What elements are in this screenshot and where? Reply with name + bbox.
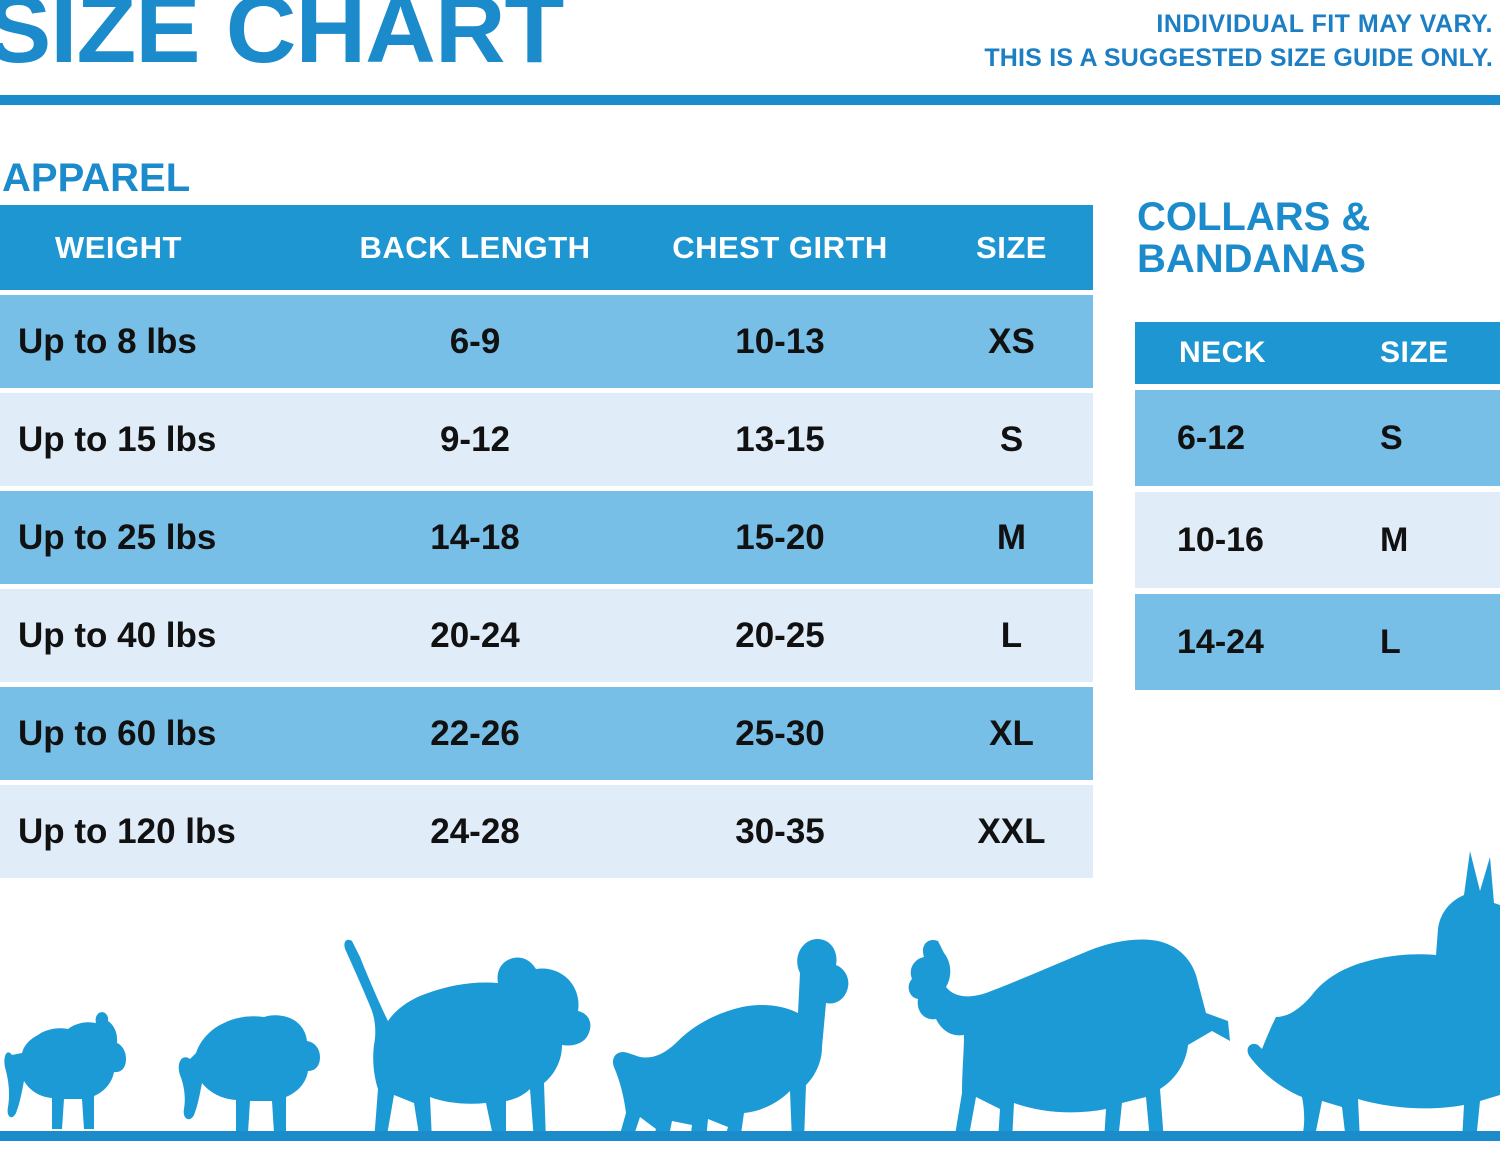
collars-section-title: COLLARS & BANDANAS: [1137, 196, 1497, 280]
apparel-table-header-row: WEIGHT BACK LENGTH CHEST GIRTH SIZE: [0, 205, 1093, 290]
table-row: 6-12 S: [1135, 390, 1500, 486]
table-row: 14-24 L: [1135, 594, 1500, 690]
apparel-header-weight: WEIGHT: [55, 229, 182, 265]
apparel-cell-weight: Up to 15 lbs: [18, 419, 217, 459]
apparel-cell-back-length: 14-18: [430, 517, 520, 557]
table-row: Up to 8 lbs 6-9 10-13 XS: [0, 295, 1093, 388]
pug-silhouette: [178, 1015, 320, 1133]
disclaimer-line-2: THIS IS A SUGGESTED SIZE GUIDE ONLY.: [984, 43, 1493, 72]
apparel-cell-weight: Up to 120 lbs: [18, 811, 236, 851]
apparel-size-table: WEIGHT BACK LENGTH CHEST GIRTH SIZE Up t…: [0, 205, 1093, 878]
table-row: 10-16 M: [1135, 492, 1500, 588]
shepherd-silhouette: [908, 939, 1230, 1141]
beagle-silhouette: [344, 939, 591, 1141]
collars-cell-size: M: [1380, 520, 1409, 559]
apparel-cell-size: S: [999, 419, 1024, 459]
table-row: Up to 120 lbs 24-28 30-35 XXL: [0, 785, 1093, 878]
apparel-cell-size: XXL: [977, 811, 1046, 851]
apparel-cell-chest-girth: 13-15: [735, 419, 825, 459]
collars-cell-size: S: [1380, 418, 1403, 457]
cocker-spaniel-silhouette: [612, 939, 849, 1141]
apparel-cell-weight: Up to 60 lbs: [18, 713, 217, 753]
collars-table-header-row: NECK SIZE: [1135, 322, 1500, 384]
collars-header-neck: NECK: [1179, 336, 1267, 369]
apparel-cell-weight: Up to 25 lbs: [18, 517, 217, 557]
table-row: Up to 15 lbs 9-12 13-15 S: [0, 393, 1093, 486]
header-disclaimer: INDIVIDUAL FIT MAY VARY. THIS IS A SUGGE…: [793, 8, 1493, 76]
table-row: Up to 25 lbs 14-18 15-20 M: [0, 491, 1093, 584]
collars-title-line-2: BANDANAS: [1137, 237, 1366, 281]
apparel-header-chest-girth: CHEST GIRTH: [672, 229, 888, 265]
apparel-cell-weight: Up to 8 lbs: [18, 321, 197, 361]
apparel-cell-weight: Up to 40 lbs: [18, 615, 217, 655]
collars-cell-neck: 14-24: [1177, 622, 1264, 661]
collars-cell-neck: 10-16: [1177, 520, 1264, 559]
apparel-cell-chest-girth: 20-25: [735, 615, 825, 655]
apparel-cell-back-length: 22-26: [430, 713, 520, 753]
collars-cell-neck: 6-12: [1177, 418, 1246, 457]
table-row: Up to 40 lbs 20-24 20-25 L: [0, 589, 1093, 682]
apparel-header-size: SIZE: [976, 229, 1047, 265]
apparel-cell-back-length: 24-28: [430, 811, 520, 851]
collars-size-table: NECK SIZE 6-12 S 10-16 M 14-24 L: [1135, 322, 1500, 690]
great-dane-silhouette: [1247, 851, 1500, 1141]
apparel-cell-size: XL: [989, 713, 1034, 753]
pomeranian-silhouette: [4, 1012, 126, 1129]
apparel-cell-back-length: 6-9: [449, 321, 501, 361]
apparel-header-back-length: BACK LENGTH: [359, 229, 591, 265]
ground-line: [0, 1131, 1500, 1141]
apparel-cell-chest-girth: 25-30: [735, 713, 825, 753]
apparel-cell-size: M: [996, 517, 1027, 557]
collars-title-line-1: COLLARS &: [1137, 195, 1371, 239]
header-divider-rule: [0, 95, 1500, 105]
page-title: SIZE CHART: [0, 0, 564, 83]
apparel-cell-chest-girth: 30-35: [735, 811, 825, 851]
dog-silhouettes-row: [0, 845, 1500, 1149]
apparel-cell-chest-girth: 15-20: [735, 517, 825, 557]
apparel-cell-size: XS: [988, 321, 1035, 361]
collars-header-size: SIZE: [1380, 336, 1449, 369]
apparel-cell-chest-girth: 10-13: [735, 321, 825, 361]
apparel-cell-back-length: 9-12: [439, 419, 511, 459]
collars-cell-size: L: [1380, 622, 1401, 661]
apparel-section-title: APPAREL: [2, 156, 191, 200]
disclaimer-line-1: INDIVIDUAL FIT MAY VARY.: [1156, 10, 1493, 38]
apparel-cell-back-length: 20-24: [430, 615, 520, 655]
apparel-cell-size: L: [1000, 615, 1023, 655]
table-row: Up to 60 lbs 22-26 25-30 XL: [0, 687, 1093, 780]
